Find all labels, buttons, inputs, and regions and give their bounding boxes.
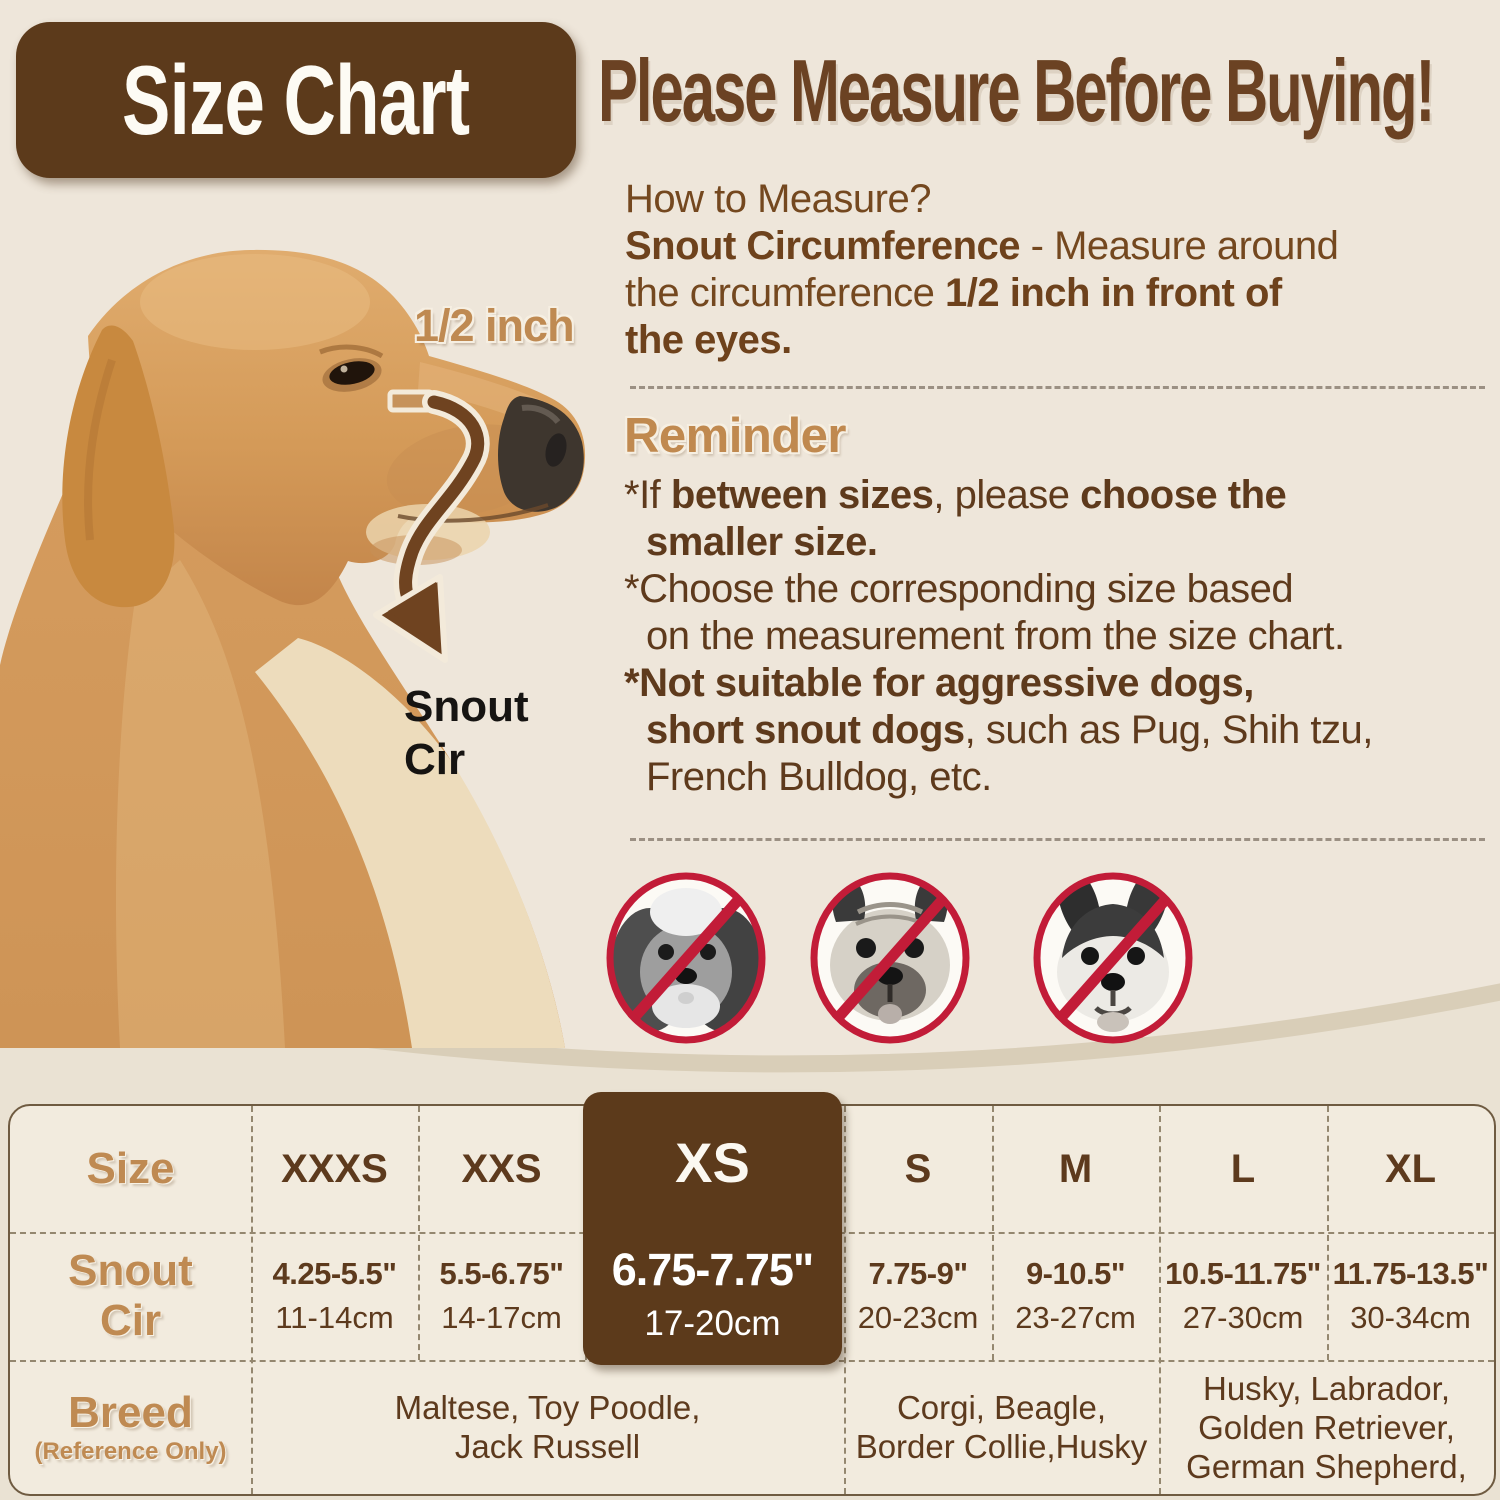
dog-photo-illustration (0, 249, 586, 1048)
how-to-line2: Snout Circumference - Measure around (625, 224, 1339, 268)
snout-value-l: 10.5-11.75" 27-30cm (1165, 1256, 1321, 1335)
col-header-m: M (1058, 1146, 1093, 1191)
reminder-line: *Choose the corresponding size based (624, 567, 1294, 611)
table-divider (1159, 1106, 1161, 1494)
reminder-list: *If between sizes, please choose the sma… (624, 472, 1500, 801)
breed-cell-small: Maltese, Toy Poodle, Jack Russell (394, 1389, 701, 1465)
reminder-line: on the measurement from the size chart. (646, 614, 1345, 658)
reminder-line: short snout dogs, such as Pug, Shih tzu, (646, 708, 1373, 752)
xs-size-label: XS (675, 1131, 750, 1194)
col-header-l: L (1230, 1146, 1256, 1191)
size-chart-title-badge: Size Chart (16, 22, 576, 178)
reminder-line: smaller size. (646, 520, 878, 564)
snout-cir-label: Snout Cir (404, 682, 529, 784)
how-to-line4: the eyes. (625, 318, 792, 362)
no-french-bulldog-icon (1033, 872, 1193, 1044)
reminder-line: *If between sizes, please choose the (624, 473, 1287, 517)
col-header-s: S (904, 1146, 932, 1191)
table-divider (251, 1106, 253, 1494)
reminder-line: French Bulldog, etc. (646, 755, 992, 799)
reminder-title: Reminder (624, 409, 847, 463)
snout-value-s: 7.75-9" 20-23cm (857, 1256, 979, 1335)
table-divider (844, 1106, 846, 1494)
xs-cm-value: 17-20cm (644, 1304, 781, 1343)
headline: Please Measure Before Buying! (598, 41, 1435, 140)
col-header-xxxs: XXXS (281, 1146, 388, 1191)
breed-cell-large: Husky, Labrador, Golden Retriever, Germa… (1186, 1369, 1467, 1485)
reminder-line: *Not suitable for aggressive dogs, (624, 661, 1254, 705)
no-pug-icon (810, 872, 970, 1044)
how-to-measure-block: How to Measure? Snout Circumference - Me… (625, 176, 1500, 364)
dashed-divider-top (630, 386, 1485, 389)
how-to-line3: the circumference 1/2 inch in front of (625, 271, 1282, 315)
half-inch-label: 1/2 inch (414, 300, 575, 351)
row-label-breed: Breed (Reference Only) (34, 1388, 227, 1465)
snout-value-m: 9-10.5" 23-27cm (1015, 1256, 1136, 1335)
no-shih-tzu-icon (606, 872, 766, 1044)
measure-arrow (373, 389, 490, 663)
snout-value-xl: 11.75-13.5" 30-34cm (1332, 1256, 1489, 1335)
size-chart-title: Size Chart (122, 44, 470, 155)
highlighted-size-xs: XS 6.75-7.75" 17-20cm (583, 1092, 842, 1365)
xs-inch-value: 6.75-7.75" (611, 1244, 815, 1295)
snout-value-xxs: 5.5-6.75" 14-17cm (439, 1256, 564, 1335)
row-label-size: Size (86, 1144, 175, 1193)
col-header-xxs: XXS (461, 1146, 542, 1191)
col-header-xl: XL (1384, 1146, 1437, 1191)
how-to-line1: How to Measure? (625, 177, 931, 221)
dashed-divider-bottom (630, 838, 1485, 841)
row-label-snout-cir: Snout Cir (68, 1246, 193, 1345)
snout-value-xxxs: 4.25-5.5" 11-14cm (272, 1256, 397, 1335)
breed-cell-medium: Corgi, Beagle, Border Collie,Husky (855, 1389, 1148, 1465)
